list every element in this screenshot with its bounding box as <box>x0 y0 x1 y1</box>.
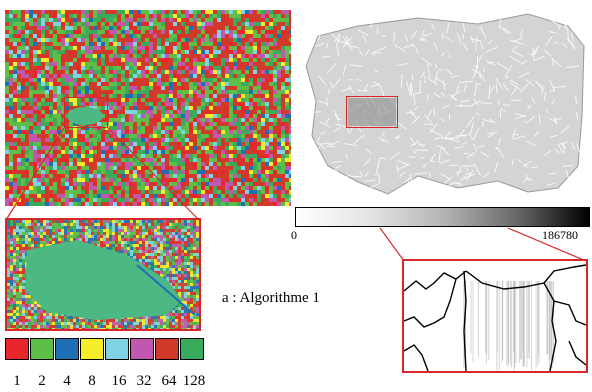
colorbar-min-label: 0 <box>291 228 297 242</box>
legend-label-8: 8 <box>88 373 96 389</box>
legend-label-2: 2 <box>38 373 46 389</box>
accumulation-map <box>298 6 590 202</box>
flow-direction-map <box>5 10 291 206</box>
accumulation-texture <box>305 13 585 195</box>
flow-direction-texture <box>5 10 291 206</box>
flow-zoom-texture <box>7 220 199 329</box>
legend-swatch-32 <box>130 338 154 360</box>
accumulation-colorbar <box>295 207 590 227</box>
legend-swatch-4 <box>55 338 79 360</box>
legend-label-1: 1 <box>13 373 21 389</box>
legend-label-4: 4 <box>63 373 71 389</box>
legend-label-64: 64 <box>161 373 177 389</box>
accumulation-zoom <box>402 259 588 373</box>
figure-caption: a : Algorithme 1 <box>222 290 320 306</box>
legend-label-32: 32 <box>136 373 152 389</box>
legend-swatch-128 <box>180 338 204 360</box>
accumulation-zoom-texture <box>404 264 586 371</box>
flow-direction-zoom <box>5 218 201 331</box>
accumulation-roi-box <box>346 96 398 128</box>
legend-swatch-64 <box>155 338 179 360</box>
legend-label-128: 128 <box>182 373 206 389</box>
colorbar-max-label: 186780 <box>542 228 578 242</box>
legend-swatch-8 <box>80 338 104 360</box>
legend-swatch-1 <box>5 338 29 360</box>
legend-swatch-16 <box>105 338 129 360</box>
flow-roi-box <box>64 97 108 128</box>
legend-swatch-2 <box>30 338 54 360</box>
legend-label-16: 16 <box>111 373 127 389</box>
